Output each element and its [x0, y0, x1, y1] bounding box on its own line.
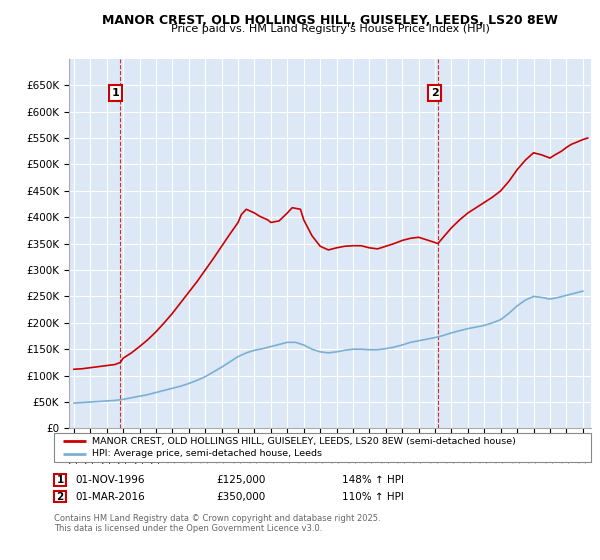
Text: £350,000: £350,000 — [216, 492, 265, 502]
Text: 1: 1 — [56, 475, 64, 485]
Text: 01-NOV-1996: 01-NOV-1996 — [75, 475, 145, 485]
Text: MANOR CREST, OLD HOLLINGS HILL, GUISELEY, LEEDS, LS20 8EW: MANOR CREST, OLD HOLLINGS HILL, GUISELEY… — [102, 14, 558, 27]
Text: £125,000: £125,000 — [216, 475, 265, 485]
Text: Price paid vs. HM Land Registry's House Price Index (HPI): Price paid vs. HM Land Registry's House … — [170, 24, 490, 34]
Text: 110% ↑ HPI: 110% ↑ HPI — [342, 492, 404, 502]
Text: HPI: Average price, semi-detached house, Leeds: HPI: Average price, semi-detached house,… — [92, 449, 322, 458]
Text: This data is licensed under the Open Government Licence v3.0.: This data is licensed under the Open Gov… — [54, 524, 322, 533]
Text: 148% ↑ HPI: 148% ↑ HPI — [342, 475, 404, 485]
Text: MANOR CREST, OLD HOLLINGS HILL, GUISELEY, LEEDS, LS20 8EW (semi-detached house): MANOR CREST, OLD HOLLINGS HILL, GUISELEY… — [92, 437, 515, 446]
Text: 1: 1 — [112, 88, 119, 98]
Text: 2: 2 — [431, 88, 439, 98]
Text: 2: 2 — [56, 492, 64, 502]
Text: 01-MAR-2016: 01-MAR-2016 — [75, 492, 145, 502]
Text: Contains HM Land Registry data © Crown copyright and database right 2025.: Contains HM Land Registry data © Crown c… — [54, 514, 380, 523]
